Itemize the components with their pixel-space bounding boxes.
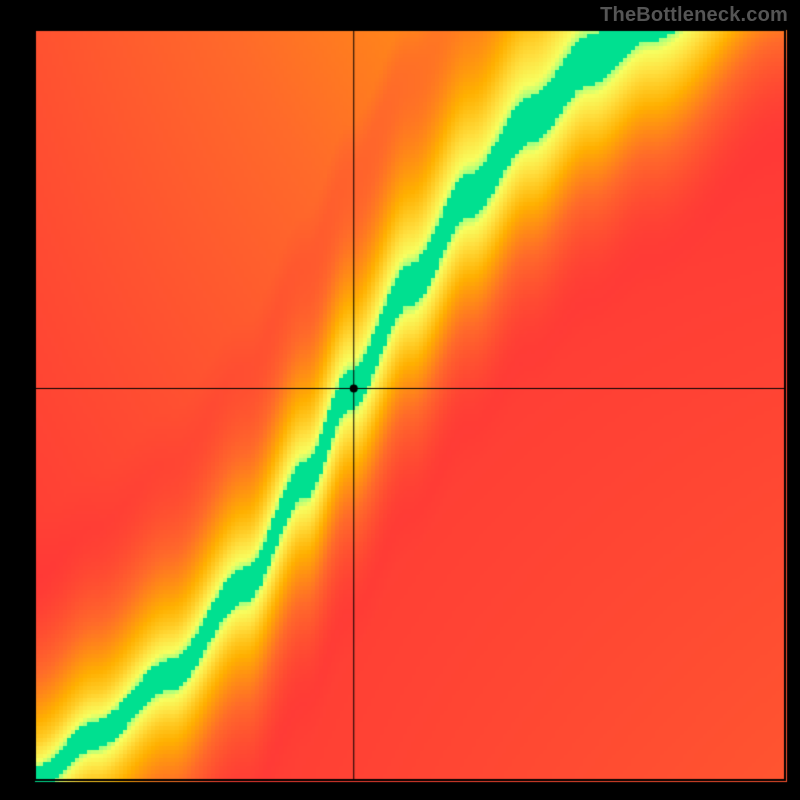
bottleneck-heatmap bbox=[0, 0, 800, 800]
watermark-text: TheBottleneck.com bbox=[600, 4, 788, 27]
